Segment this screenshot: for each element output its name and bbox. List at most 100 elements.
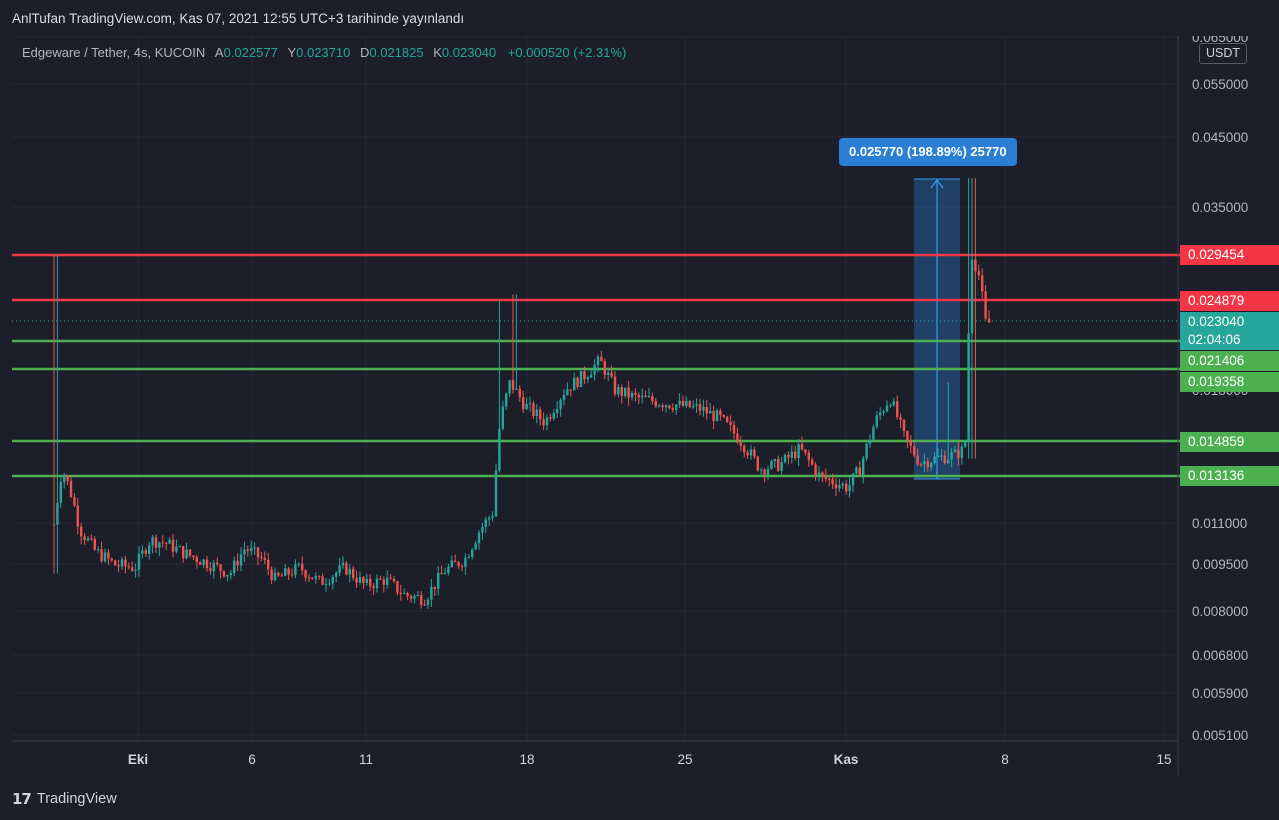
candle-body (277, 572, 280, 576)
footer-bar (0, 780, 1279, 820)
candle-body (90, 538, 93, 540)
candle-body (178, 546, 181, 548)
open-label: A (214, 45, 224, 60)
candle-body (161, 542, 164, 544)
candle-body (345, 562, 348, 575)
candle-body (328, 583, 331, 585)
candle-body (634, 392, 637, 395)
candle-body (379, 578, 382, 580)
candle-body (879, 412, 882, 416)
candle-body (498, 428, 501, 471)
candle-body (117, 565, 120, 567)
candle-body (341, 562, 345, 566)
candle-body (403, 592, 406, 594)
candle-body (760, 469, 763, 471)
candle-body (984, 291, 987, 319)
measure-tool[interactable] (914, 178, 960, 480)
candle-body (464, 557, 467, 567)
candle-body (664, 405, 668, 408)
candle-body (365, 578, 368, 584)
candle-body (280, 575, 283, 577)
candle-body (661, 405, 664, 408)
candle-body (273, 572, 277, 581)
time-tick-label: 15 (1156, 752, 1171, 767)
candle-body (120, 559, 124, 567)
candle-body (382, 579, 385, 585)
candle-body (246, 549, 249, 551)
candle-body (103, 552, 107, 562)
candle-body (100, 549, 103, 562)
candle-body (66, 475, 69, 481)
candle-body (916, 455, 919, 465)
candle-body (110, 558, 113, 561)
candle-body (124, 559, 127, 567)
open-value: 0.022577 (223, 45, 278, 60)
price-tick-label: 0.005900 (1192, 686, 1248, 701)
candle-body (318, 576, 321, 578)
time-tick-label: 6 (248, 752, 256, 767)
candle-body (817, 472, 821, 476)
candle-body (705, 406, 708, 414)
price-tick-label: 0.006800 (1192, 648, 1248, 663)
candle-body (209, 568, 212, 572)
candle-body (685, 400, 688, 406)
candle-body (620, 387, 623, 396)
currency-label[interactable]: USDT (1199, 43, 1247, 64)
candle-body (86, 538, 90, 541)
time-axis[interactable]: Eki 6 11 18 25 Kas 8 15 (128, 752, 1172, 767)
candle-body (76, 505, 79, 527)
candle-body (964, 441, 967, 447)
candle-body (501, 406, 504, 429)
candle-body (865, 443, 868, 459)
symbol-name[interactable]: Edgeware / Tether, 4s, KUCOIN (22, 45, 206, 60)
candle-body (695, 404, 698, 406)
candle-body (137, 553, 141, 570)
candle-body (518, 388, 521, 398)
candle-body (974, 259, 977, 272)
candle-body (260, 557, 263, 559)
candle-body (358, 577, 362, 583)
candle-body (175, 546, 178, 552)
level-badge-0.029454: 0.029454 (1180, 245, 1279, 265)
candle-body (950, 452, 953, 460)
candles (52, 178, 991, 609)
price-tick-label: 0.045000 (1192, 130, 1248, 145)
candle-body (494, 470, 498, 517)
candle-body (144, 550, 147, 554)
candle-body (545, 417, 549, 426)
candle-body (335, 572, 338, 577)
candle-body (508, 380, 511, 394)
candle-body (651, 396, 654, 402)
candle-body (447, 566, 450, 574)
candle-body (862, 458, 865, 476)
candle-body (107, 552, 110, 559)
candle-body (362, 577, 365, 584)
candle-body (80, 526, 83, 537)
tradingview-logo-icon: 𝟭𝟳 (12, 791, 32, 808)
candle-body (474, 543, 477, 550)
candle-body (239, 554, 243, 566)
candle-body (263, 557, 266, 560)
level-badge-0.013136: 0.013136 (1180, 466, 1279, 486)
candle-body (192, 555, 195, 558)
candle-body (250, 548, 253, 551)
candle-body (933, 456, 936, 464)
candle-body (505, 393, 508, 407)
candle-body (457, 562, 460, 567)
candle-body (127, 566, 130, 568)
candle-body (889, 405, 892, 407)
candle-body (902, 420, 906, 432)
tradingview-logo[interactable]: 𝟭𝟳 TradingView (12, 790, 117, 808)
candle-body (756, 456, 759, 471)
price-axis[interactable]: 0.0650000.0550000.0450000.0350000.011000… (1192, 30, 1248, 743)
candle-body (386, 577, 389, 585)
candle-body (63, 475, 66, 483)
candle-body (641, 395, 644, 398)
candle-body (369, 578, 372, 587)
candle-body (617, 387, 620, 395)
candle-body (460, 566, 464, 568)
candle-body (467, 556, 470, 558)
candle-body (668, 405, 671, 409)
candle-body (413, 595, 416, 599)
